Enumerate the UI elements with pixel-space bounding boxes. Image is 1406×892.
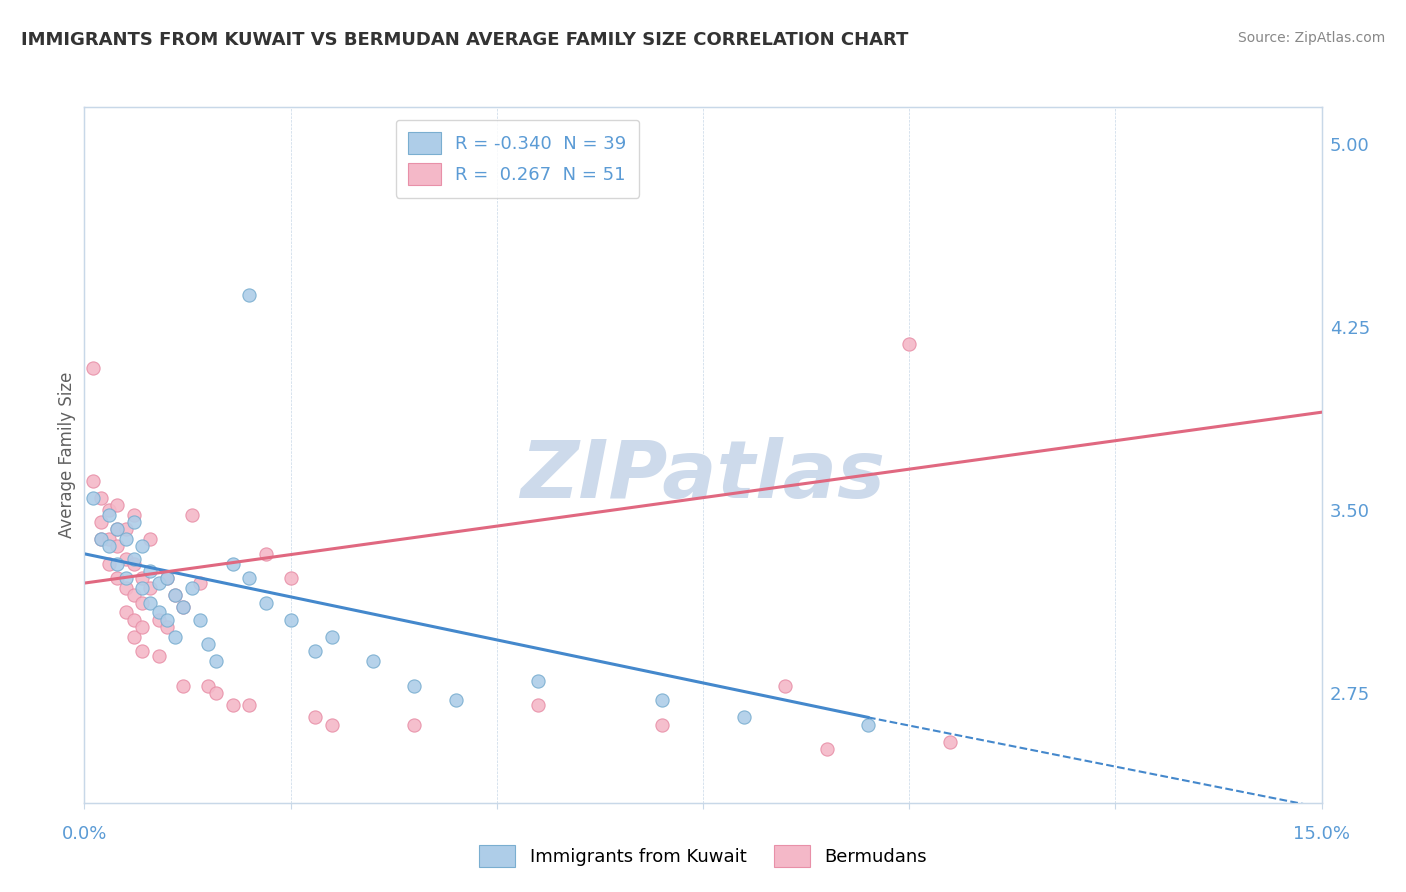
Point	[105, 557, 128, 571]
Point	[139, 581, 162, 595]
Point	[304, 644, 326, 658]
Point	[651, 693, 673, 707]
Point	[122, 551, 145, 566]
Point	[122, 588, 145, 602]
Point	[404, 679, 426, 693]
Point	[165, 588, 187, 602]
Point	[139, 564, 162, 578]
Point	[114, 571, 136, 585]
Point	[148, 613, 170, 627]
Point	[131, 540, 153, 554]
Point	[131, 571, 153, 585]
Point	[856, 717, 879, 731]
Point	[197, 679, 219, 693]
Point	[122, 630, 145, 644]
Point	[139, 532, 162, 546]
Point	[105, 522, 128, 536]
Point	[114, 522, 136, 536]
Point	[156, 620, 179, 634]
Point	[280, 571, 302, 585]
Point	[148, 649, 170, 664]
Point	[205, 654, 228, 668]
Point	[114, 606, 136, 620]
Point	[122, 515, 145, 529]
Point	[222, 557, 245, 571]
Text: 0.0%: 0.0%	[62, 825, 107, 843]
Legend: R = -0.340  N = 39, R =  0.267  N = 51: R = -0.340 N = 39, R = 0.267 N = 51	[395, 120, 640, 198]
Point	[98, 508, 121, 522]
Point	[321, 630, 343, 644]
Point	[122, 557, 145, 571]
Point	[939, 735, 962, 749]
Point	[280, 613, 302, 627]
Point	[98, 503, 121, 517]
Point	[114, 581, 136, 595]
Point	[105, 522, 128, 536]
Point	[222, 698, 245, 713]
Point	[98, 557, 121, 571]
Point	[90, 491, 112, 505]
Point	[156, 613, 179, 627]
Point	[105, 571, 128, 585]
Point	[180, 508, 202, 522]
Point	[815, 742, 838, 756]
Point	[90, 532, 112, 546]
Point	[898, 336, 921, 351]
Point	[139, 596, 162, 610]
Point	[82, 361, 104, 376]
Text: IMMIGRANTS FROM KUWAIT VS BERMUDAN AVERAGE FAMILY SIZE CORRELATION CHART: IMMIGRANTS FROM KUWAIT VS BERMUDAN AVERA…	[21, 31, 908, 49]
Point	[238, 698, 260, 713]
Point	[404, 717, 426, 731]
Point	[651, 717, 673, 731]
Point	[105, 498, 128, 512]
Legend: Immigrants from Kuwait, Bermudans: Immigrants from Kuwait, Bermudans	[472, 838, 934, 874]
Point	[105, 540, 128, 554]
Point	[165, 588, 187, 602]
Point	[254, 596, 277, 610]
Point	[254, 547, 277, 561]
Point	[131, 644, 153, 658]
Text: ZIPatlas: ZIPatlas	[520, 437, 886, 515]
Y-axis label: Average Family Size: Average Family Size	[58, 372, 76, 538]
Point	[156, 571, 179, 585]
Point	[444, 693, 467, 707]
Point	[172, 679, 194, 693]
Point	[527, 698, 550, 713]
Point	[361, 654, 384, 668]
Point	[180, 581, 202, 595]
Point	[82, 491, 104, 505]
Point	[197, 637, 219, 651]
Point	[90, 515, 112, 529]
Point	[90, 532, 112, 546]
Point	[775, 679, 797, 693]
Point	[188, 613, 211, 627]
Point	[165, 630, 187, 644]
Point	[321, 717, 343, 731]
Point	[304, 710, 326, 724]
Point	[82, 474, 104, 488]
Point	[114, 551, 136, 566]
Point	[733, 710, 755, 724]
Point	[122, 613, 145, 627]
Point	[238, 288, 260, 302]
Point	[172, 600, 194, 615]
Point	[131, 620, 153, 634]
Text: 15.0%: 15.0%	[1294, 825, 1350, 843]
Point	[156, 571, 179, 585]
Point	[527, 673, 550, 688]
Point	[131, 596, 153, 610]
Point	[172, 600, 194, 615]
Point	[98, 540, 121, 554]
Point	[238, 571, 260, 585]
Point	[148, 606, 170, 620]
Point	[205, 686, 228, 700]
Point	[98, 532, 121, 546]
Point	[122, 508, 145, 522]
Point	[114, 532, 136, 546]
Point	[131, 581, 153, 595]
Point	[188, 576, 211, 591]
Text: Source: ZipAtlas.com: Source: ZipAtlas.com	[1237, 31, 1385, 45]
Point	[148, 576, 170, 591]
